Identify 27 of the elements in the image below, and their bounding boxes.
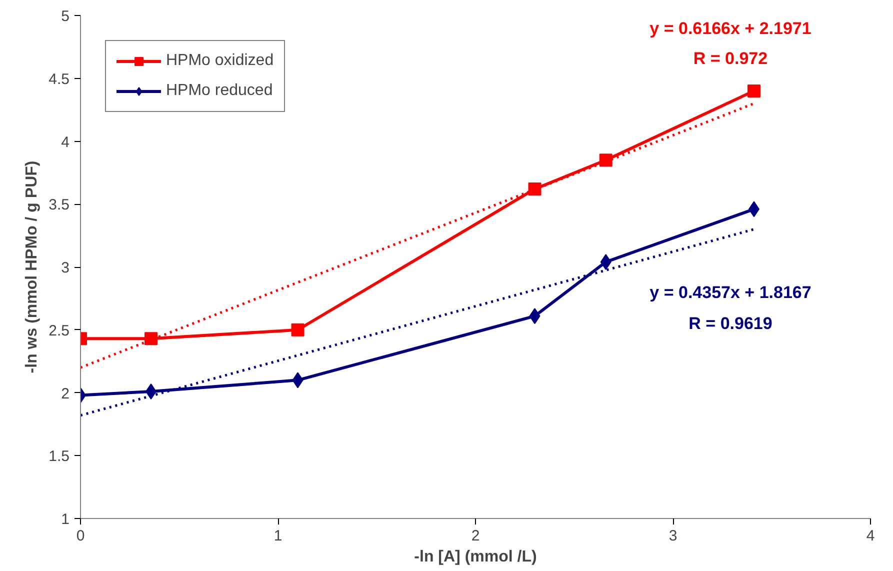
- y-tick-label: 4.5: [48, 70, 70, 88]
- x-tick-label: 0: [76, 528, 85, 544]
- y-tick-label: 1.5: [48, 448, 70, 466]
- point: [291, 323, 304, 336]
- y-tick-label: 3: [61, 260, 70, 276]
- y-tick-label: 2.5: [48, 322, 70, 340]
- y-axis-title: -ln ws (mmol HPMo / g PUF): [24, 160, 41, 374]
- point: [747, 84, 760, 98]
- point: [599, 154, 612, 167]
- y-tick-label: 5: [61, 8, 70, 25]
- x-tick-label: 3: [668, 528, 678, 544]
- point: [528, 182, 542, 196]
- legend-label: HPMo reduced: [166, 82, 273, 100]
- x-axis-title: -ln [A] (mmol /L): [414, 548, 537, 566]
- y-tick-label: 4: [61, 134, 70, 151]
- annotation: R = 0.9619: [688, 314, 772, 333]
- y-tick-label: 1: [61, 511, 70, 528]
- legend-label: HPMo oxidized: [166, 52, 274, 70]
- y-tick-label: 3.5: [48, 196, 70, 214]
- y-tick-label: 2: [61, 385, 70, 402]
- x-tick-label: 1: [274, 528, 282, 544]
- annotation: R = 0.972: [693, 49, 768, 68]
- annotation: y = 0.4357x + 1.8167: [650, 283, 812, 302]
- x-tick-label: 4: [866, 528, 875, 544]
- point: [144, 332, 158, 346]
- annotation: y = 0.6166x + 2.1971: [650, 19, 812, 38]
- x-tick-label: 2: [471, 528, 480, 544]
